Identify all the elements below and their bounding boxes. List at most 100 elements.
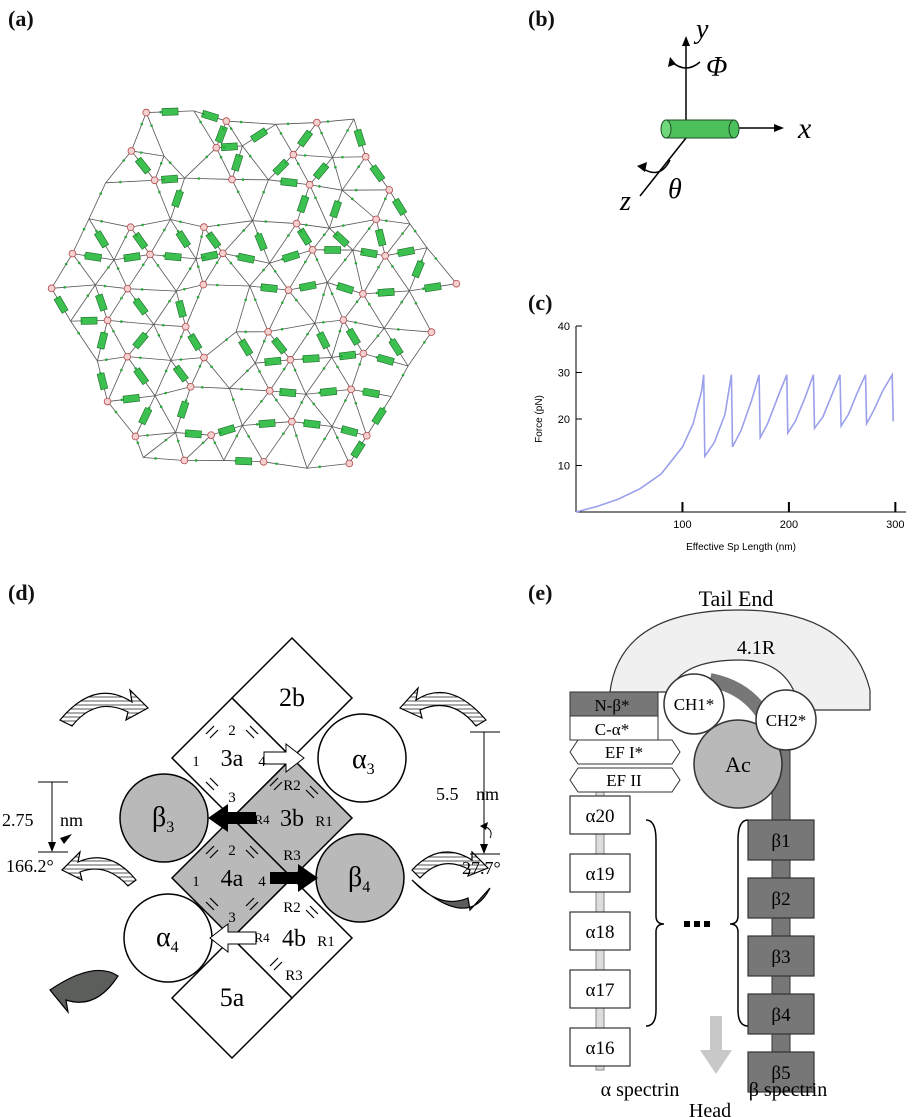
network-bead [179, 189, 182, 192]
junction-node [452, 279, 461, 288]
junction-node [359, 290, 367, 298]
network-link [185, 284, 204, 327]
network-bead [237, 154, 241, 158]
network-link [329, 218, 377, 229]
network-link [275, 124, 294, 155]
network-bead [414, 301, 418, 305]
network-link [293, 154, 333, 158]
network-bead [157, 333, 161, 337]
spectrin-segment [184, 429, 202, 439]
junction-node [103, 397, 112, 406]
network-bead [107, 266, 110, 269]
network-bead [303, 154, 307, 157]
junction-node [150, 176, 159, 185]
network-bead [219, 155, 223, 159]
beta-repeat-box [747, 993, 815, 1035]
network-bead [298, 286, 302, 290]
network-bead [210, 365, 213, 369]
network-bead [361, 250, 364, 254]
network-bead [260, 399, 263, 403]
network-link [332, 118, 355, 158]
network-bead [77, 261, 81, 265]
junction-node [200, 223, 208, 231]
network-link [290, 323, 316, 360]
network-link [290, 359, 307, 395]
network-bead [314, 196, 317, 200]
spectrin-segment [217, 424, 236, 437]
network-link [203, 331, 237, 358]
network-bead [188, 267, 192, 270]
network-link [184, 177, 232, 180]
spectrin-segment [161, 174, 179, 184]
network-bead [434, 257, 438, 260]
junction-node [385, 186, 394, 194]
phi-label: Φ [706, 52, 727, 83]
junction-node [286, 355, 295, 364]
network-bead [304, 260, 307, 264]
spectrin-segment [123, 252, 141, 263]
x-axis-title: Effective Sp Length (nm) [686, 542, 796, 553]
network-bead [342, 224, 345, 227]
network-bead [159, 110, 162, 114]
network-bead [162, 254, 166, 258]
junction-node [207, 431, 215, 439]
block-5a-label: 5a [220, 983, 245, 1012]
network-link [97, 356, 128, 362]
network-bead [300, 401, 303, 404]
junction-node [372, 215, 380, 224]
network-link [316, 118, 354, 123]
panel-c-label: (c) [528, 290, 553, 315]
network-bead [137, 158, 140, 162]
junction-node [313, 118, 321, 127]
network-bead [356, 129, 359, 132]
network-bead [200, 235, 203, 238]
network-bead [413, 229, 417, 233]
spectrin-segment [175, 299, 187, 318]
network-bead [322, 320, 325, 324]
network-link [288, 249, 313, 291]
domain-ef1-label: EF I* [605, 743, 643, 762]
network-link [384, 255, 410, 292]
network-bead [262, 268, 265, 272]
network-link [241, 390, 271, 426]
network-link [267, 289, 289, 332]
network-link [231, 179, 253, 221]
network-bead [275, 462, 278, 466]
network-link [314, 282, 328, 324]
network-link [176, 284, 204, 292]
alpha-repeat-label: α20 [586, 806, 615, 827]
network-link [309, 184, 343, 191]
network-bead [229, 127, 233, 130]
spectrin-segment [133, 367, 150, 386]
ch2-label: CH2* [766, 711, 807, 730]
network-bead [308, 130, 312, 134]
network-link [190, 386, 230, 389]
network-bead [168, 299, 171, 303]
network-bead [375, 291, 379, 295]
spectrin-segment [302, 354, 320, 363]
beta-repeat-box [747, 935, 815, 977]
beta-repeat-box [747, 877, 815, 919]
rotation-axes-diagram: y Φ x z θ [619, 14, 812, 217]
side-3-3a: 3 [228, 790, 236, 806]
junction-node [228, 175, 236, 184]
network-bead [338, 329, 342, 333]
network-bead [184, 432, 188, 435]
network-link [203, 253, 224, 285]
block-4b-label: 4b [282, 926, 306, 952]
side-4-4a: 4 [258, 874, 266, 890]
network-bead [194, 459, 198, 462]
junction-node [131, 432, 140, 441]
spectrin-segment [411, 260, 425, 279]
x-tick-label: 300 [886, 519, 904, 531]
network-bead [63, 285, 66, 289]
network-bead [134, 367, 137, 370]
spectrin-segment [298, 280, 317, 292]
network-bead [346, 129, 349, 132]
y-tick-label: 40 [558, 321, 570, 333]
beta4-label: β4 [348, 862, 370, 896]
network-bead [282, 367, 286, 371]
network-link [292, 154, 311, 185]
network-link [113, 227, 131, 261]
spectrin-segment [187, 333, 203, 352]
